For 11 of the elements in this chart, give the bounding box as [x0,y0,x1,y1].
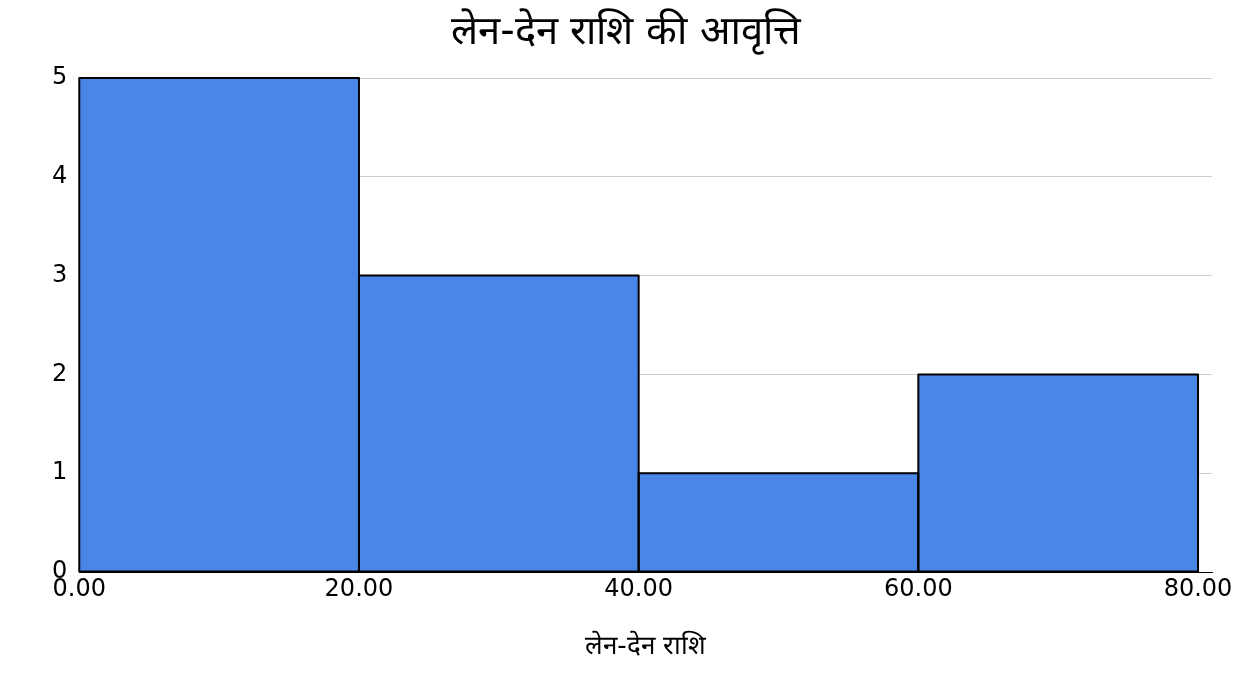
x-tick-label: 80.00 [1163,573,1233,602]
y-tick-label: 1 [51,457,68,486]
y-tick-label: 4 [51,161,68,190]
x-tick-label: 60.00 [883,573,953,602]
y-tick-label: 2 [51,358,68,387]
y-tick-label: 5 [51,62,68,91]
y-tick-label: 3 [51,259,68,288]
x-tick-label: 40.00 [604,573,673,602]
x-axis-title: लेन-देन राशि [585,630,707,661]
x-tick-label: 20.00 [324,573,394,602]
chart-title: लेन-देन राशि की आवृत्ति [451,7,802,56]
